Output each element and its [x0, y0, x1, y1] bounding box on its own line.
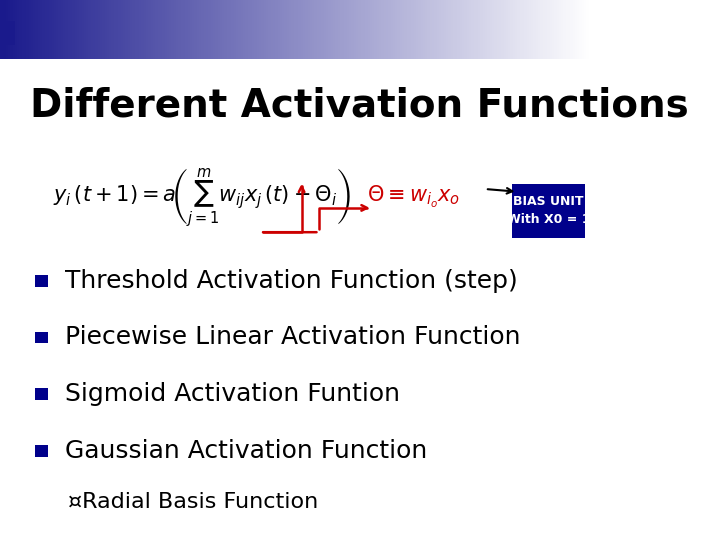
FancyBboxPatch shape [35, 332, 48, 343]
Text: ¤Radial Basis Function: ¤Radial Basis Function [68, 492, 318, 512]
Text: Piecewise Linear Activation Function: Piecewise Linear Activation Function [65, 326, 521, 349]
FancyBboxPatch shape [511, 184, 585, 238]
FancyBboxPatch shape [35, 275, 48, 287]
Text: Gaussian Activation Function: Gaussian Activation Function [65, 439, 427, 463]
Text: Sigmoid Activation Funtion: Sigmoid Activation Funtion [65, 382, 400, 406]
FancyBboxPatch shape [0, 21, 14, 45]
FancyBboxPatch shape [35, 388, 48, 400]
Text: $y_i\,(t+1)=a\!\left(\sum_{j=1}^{m}w_{ij}x_j\,(t)-\Theta_i\right)$: $y_i\,(t+1)=a\!\left(\sum_{j=1}^{m}w_{ij… [53, 166, 351, 228]
Text: Threshold Activation Function (step): Threshold Activation Function (step) [65, 269, 518, 293]
Text: Different Activation Functions: Different Activation Functions [30, 86, 688, 124]
Text: $\Theta\equiv w_{i_o}x_o$: $\Theta\equiv w_{i_o}x_o$ [366, 184, 460, 210]
FancyBboxPatch shape [35, 445, 48, 457]
Text: BIAS UNIT
With X0 = 1: BIAS UNIT With X0 = 1 [507, 195, 590, 226]
